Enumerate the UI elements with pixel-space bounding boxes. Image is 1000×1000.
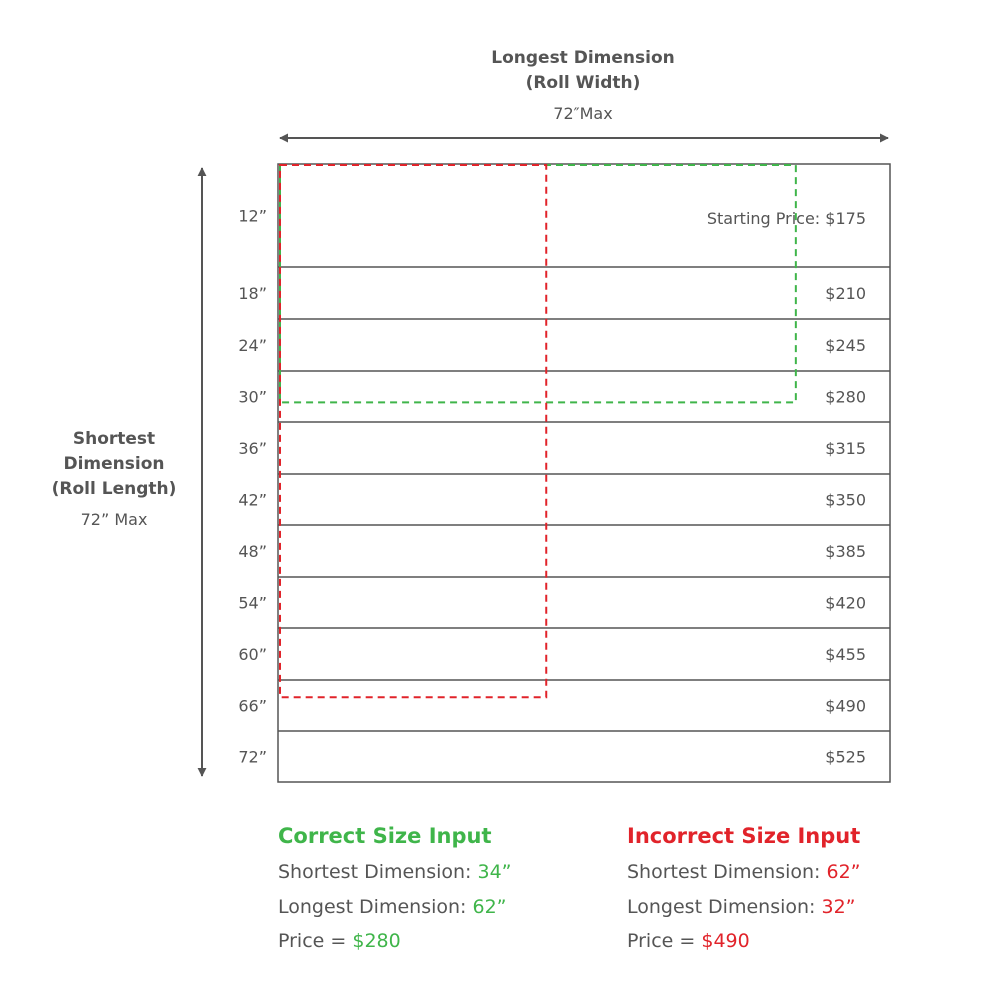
row-size-label: 48” — [238, 542, 267, 561]
incorrect-shortest-value: 62” — [826, 861, 861, 883]
incorrect-longest-line: Longest Dimension: 32” — [627, 890, 861, 925]
top-axis-title-line2: (Roll Width) — [526, 73, 641, 93]
row-price-label: $490 — [825, 697, 866, 716]
row-price-label: $315 — [825, 439, 866, 458]
correct-shortest-label: Shortest Dimension: — [278, 861, 478, 883]
row-price-label: $525 — [825, 748, 866, 767]
left-axis-title-line2: Dimension — [63, 454, 164, 474]
incorrect-longest-value: 32” — [821, 895, 856, 918]
row-price-label: $245 — [825, 336, 866, 355]
correct-size-legend: Correct Size Input Shortest Dimension: 3… — [278, 821, 512, 959]
correct-longest-line: Longest Dimension: 62” — [278, 890, 512, 925]
left-axis-title-line3: (Roll Length) — [52, 479, 177, 499]
correct-price-line: Price = $280 — [278, 924, 512, 959]
incorrect-longest-label: Longest Dimension: — [627, 895, 822, 918]
correct-size-heading: Correct Size Input — [278, 824, 492, 848]
row-price-label: $210 — [825, 284, 866, 303]
price-table — [277, 163, 891, 783]
row-size-label: 36” — [238, 439, 267, 458]
row-price-label: Starting Price: $175 — [707, 209, 866, 228]
row-price-label: $385 — [825, 542, 866, 561]
incorrect-price-label: Price = — [627, 930, 702, 952]
price-rows: 12” Starting Price: $175 18” $210 24” $245 30”… — [238, 207, 866, 767]
correct-longest-value: 62” — [472, 895, 507, 918]
row-price-label: $455 — [825, 645, 866, 664]
row-size-label: 54” — [238, 594, 267, 613]
incorrect-size-heading: Incorrect Size Input — [627, 824, 861, 848]
incorrect-price-value: $490 — [701, 930, 750, 952]
table-outline — [277, 163, 891, 783]
top-axis-max-label: 72″Max — [553, 104, 612, 123]
incorrect-size-legend: Incorrect Size Input Shortest Dimension:… — [627, 821, 861, 959]
row-price-label: $280 — [825, 388, 866, 407]
incorrect-shortest-label: Shortest Dimension: — [627, 861, 827, 883]
left-axis-title-line1: Shortest — [73, 429, 155, 449]
row-size-label: 66” — [238, 697, 267, 716]
row-size-label: 42” — [238, 491, 267, 510]
row-size-label: 60” — [238, 645, 267, 664]
correct-size-outline — [279, 164, 797, 404]
correct-shortest-line: Shortest Dimension: 34” — [278, 855, 512, 890]
left-axis-max-label: 72” Max — [81, 510, 148, 529]
row-size-label: 18” — [238, 284, 267, 303]
correct-shortest-value: 34” — [477, 861, 512, 883]
incorrect-price-line: Price = $490 — [627, 924, 861, 959]
correct-price-value: $280 — [352, 930, 401, 952]
correct-price-label: Price = — [278, 930, 353, 952]
top-axis-title-line1: Longest Dimension — [491, 48, 675, 68]
incorrect-size-outline — [279, 164, 548, 699]
row-size-label: 12” — [238, 207, 267, 226]
row-price-label: $420 — [825, 594, 866, 613]
row-price-label: $350 — [825, 491, 866, 510]
row-size-label: 72” — [238, 748, 267, 767]
row-size-label: 24” — [238, 336, 267, 355]
correct-longest-label: Longest Dimension: — [278, 895, 473, 918]
row-size-label: 30” — [238, 388, 267, 407]
incorrect-shortest-line: Shortest Dimension: 62” — [627, 855, 861, 890]
